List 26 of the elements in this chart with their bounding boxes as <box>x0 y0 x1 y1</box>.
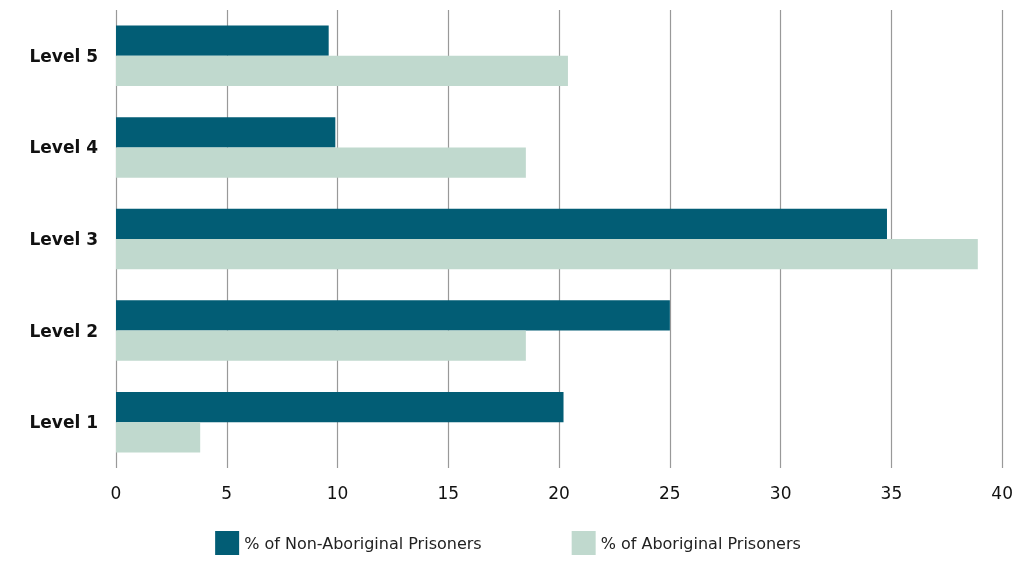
bar <box>116 25 329 56</box>
y-tick-label: Level 5 <box>29 45 98 66</box>
legend-label: % of Non-Aboriginal Prisoners <box>244 533 482 553</box>
bar <box>116 239 978 270</box>
x-tick-label: 35 <box>880 482 903 503</box>
bar <box>116 117 336 148</box>
y-tick-label: Level 3 <box>29 229 98 249</box>
x-tick-label: 25 <box>659 482 681 503</box>
bar <box>116 422 201 453</box>
bar <box>116 208 887 239</box>
x-tick-label: 15 <box>437 482 460 503</box>
x-tick-label: 40 <box>991 482 1013 503</box>
bar <box>116 330 526 361</box>
y-tick-label: Level 1 <box>29 412 98 433</box>
x-tick-label: 20 <box>548 482 570 503</box>
x-tick-label: 30 <box>769 482 792 503</box>
y-tick-label: Level 2 <box>29 320 98 341</box>
y-tick-label: Level 4 <box>29 137 99 158</box>
x-tick-label: 0 <box>110 482 122 503</box>
x-tick-label: 5 <box>221 482 233 503</box>
bar <box>116 147 526 178</box>
x-tick-label: 10 <box>326 482 349 503</box>
bar <box>116 300 670 331</box>
bar <box>116 391 564 423</box>
legend-label: % of Aboriginal Prisoners <box>600 533 801 553</box>
bar <box>116 55 568 87</box>
